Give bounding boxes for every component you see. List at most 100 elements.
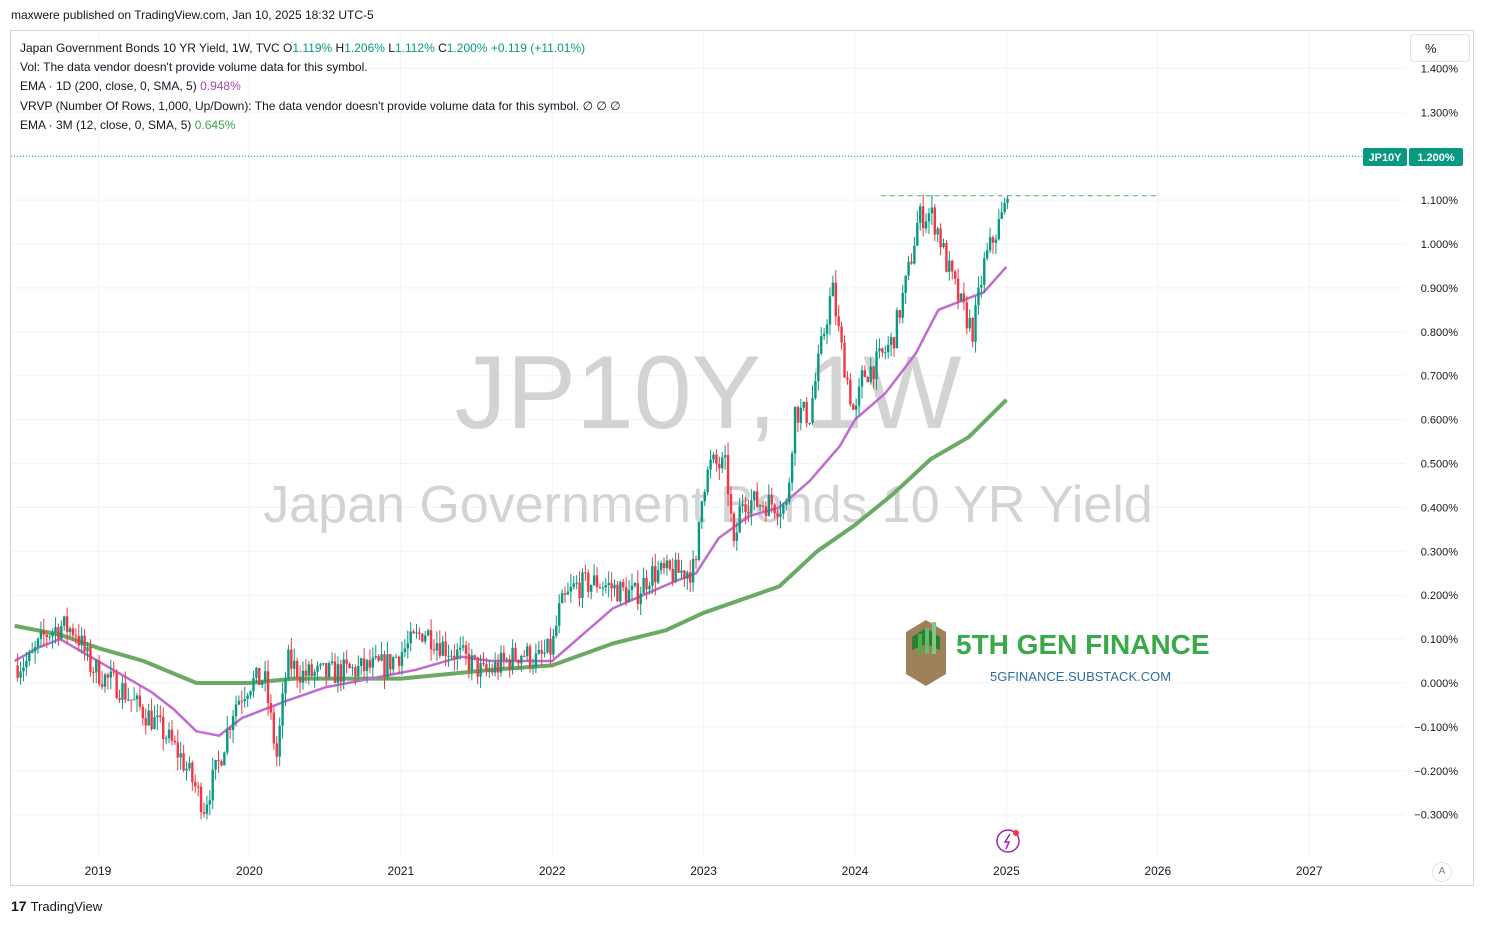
y-tick-label: 0.000% — [1421, 678, 1459, 690]
candle-body — [307, 664, 310, 676]
candle-body — [866, 376, 870, 383]
candle-body — [953, 271, 957, 279]
legend-close: 1.200% — [446, 41, 488, 55]
candle-body — [325, 663, 328, 677]
candle-body — [135, 695, 139, 700]
candle-body — [828, 296, 832, 325]
candle-body — [77, 636, 80, 646]
y-tick-label: 1.100% — [1421, 195, 1459, 207]
legend-vol: Vol: The data vendor doesn't provide vol… — [20, 60, 368, 75]
y-tick-label: 0.500% — [1421, 459, 1459, 471]
candle-body — [354, 667, 357, 677]
x-tick-label: 2020 — [236, 864, 263, 878]
candle-body — [537, 649, 541, 654]
candle-body — [662, 562, 666, 569]
candle-body — [83, 635, 86, 652]
candle-body — [767, 495, 771, 516]
candle-body — [785, 501, 788, 505]
candle-body — [36, 638, 40, 648]
candle-body — [668, 560, 672, 570]
auto-scale-button[interactable]: A — [1432, 862, 1452, 882]
price-label-value: 1.200% — [1417, 152, 1455, 164]
candle-body — [202, 812, 206, 814]
candle-body — [217, 760, 220, 762]
candle-body — [1006, 198, 1009, 203]
candle-body — [971, 318, 974, 342]
candle-body — [913, 245, 916, 264]
candle-body — [156, 715, 159, 718]
candle-body — [933, 207, 936, 235]
candle-body — [502, 652, 506, 661]
footer-brand[interactable]: 17 TradingView — [11, 898, 102, 914]
legend-high: 1.206% — [344, 41, 385, 55]
candle-body — [470, 655, 474, 670]
candle-body — [336, 664, 340, 683]
x-tick-label: 2027 — [1296, 864, 1323, 878]
candle-body — [266, 671, 270, 704]
candle-body — [447, 655, 450, 657]
candle-body — [100, 684, 104, 687]
candle-body — [985, 250, 989, 259]
candle-body — [977, 287, 980, 306]
candle-body — [80, 635, 83, 646]
percent-scale-button[interactable]: % — [1410, 34, 1470, 62]
candle-body — [263, 671, 267, 682]
candle-body — [211, 769, 214, 801]
candle-body — [656, 570, 660, 583]
candle-body — [54, 627, 57, 633]
candle-body — [991, 237, 995, 243]
candle-body — [814, 381, 817, 399]
candle-body — [339, 664, 343, 682]
candle-body — [718, 463, 721, 469]
candle-body — [854, 405, 858, 410]
candle-body — [549, 638, 552, 655]
candle-body — [686, 572, 689, 579]
candle-body — [63, 616, 66, 627]
candle-body — [365, 660, 369, 672]
candle-body — [802, 401, 805, 408]
candle-body — [51, 632, 54, 637]
candle-body — [380, 654, 383, 661]
candle-body — [310, 664, 313, 676]
candle-body — [22, 667, 25, 672]
candle-body — [258, 667, 261, 686]
candle-body — [860, 370, 864, 387]
candle-body — [540, 649, 543, 654]
candle-body — [403, 648, 407, 653]
legend-change: +0.119 (+11.01%) — [490, 41, 586, 55]
candle-body — [622, 581, 625, 588]
candle-body — [592, 575, 596, 586]
candle-body — [659, 562, 663, 571]
candle-body — [543, 652, 546, 654]
price-label-symbol: JP10Y — [1368, 152, 1402, 164]
footer-brand-name: TradingView — [30, 898, 103, 914]
candle-body — [729, 494, 733, 514]
candle-body — [473, 655, 476, 658]
candle-body — [164, 738, 168, 740]
candle-body — [333, 661, 337, 683]
logo-name: 5TH GEN FINANCE — [956, 629, 1210, 660]
time-axis: 2019 2020 2021 2022 2023 2024 2025 2026 2027 — [85, 864, 1323, 878]
candle-body — [124, 683, 127, 700]
candle-body — [747, 512, 750, 514]
candle-body — [214, 760, 217, 770]
candle-body — [467, 653, 471, 670]
chart-frame[interactable] — [10, 30, 1474, 886]
candle-body — [464, 645, 468, 654]
candle-body — [348, 663, 351, 669]
candle-body — [389, 654, 392, 670]
candle-body — [28, 652, 31, 661]
candle-body — [243, 698, 246, 702]
candle-body — [645, 577, 648, 590]
candle-body — [284, 678, 287, 694]
candle-body — [875, 351, 878, 380]
candle-body — [528, 646, 532, 667]
candle-body — [173, 740, 177, 743]
y-tick-label: 1.300% — [1421, 107, 1459, 119]
candle-body — [360, 658, 363, 666]
candle-body — [453, 655, 456, 660]
candle-body — [479, 662, 482, 677]
x-tick-label: 2022 — [539, 864, 566, 878]
candle-body — [738, 505, 741, 533]
